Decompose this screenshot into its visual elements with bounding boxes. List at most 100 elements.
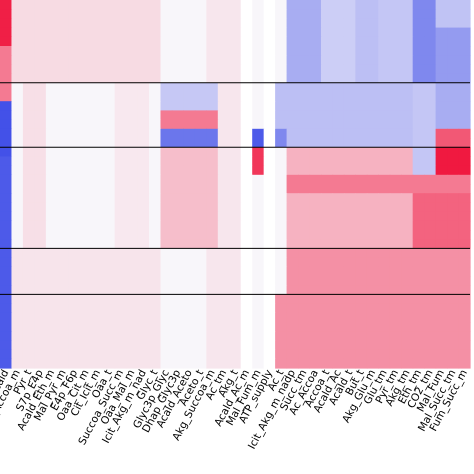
heatmap-cell: [275, 294, 288, 305]
heatmap-cell: [45, 46, 58, 56]
heatmap-cell: [458, 36, 471, 47]
heatmap-cell: [229, 119, 242, 130]
heatmap-cell: [103, 193, 116, 203]
heatmap-cell: [412, 211, 425, 222]
heatmap-cell: [126, 147, 139, 157]
heatmap-cell: [68, 239, 81, 249]
heatmap-cell: [286, 165, 299, 176]
heatmap-cell: [11, 156, 24, 167]
heatmap-cell: [252, 303, 265, 314]
heatmap-cell: [309, 36, 322, 47]
heatmap-cell: [0, 312, 13, 323]
heatmap-cell: [412, 46, 425, 56]
heatmap-cell: [80, 220, 93, 231]
heatmap-cell: [194, 128, 207, 139]
heatmap-cell: [447, 266, 460, 277]
heatmap-cell: [149, 312, 162, 323]
heatmap-cell: [0, 230, 13, 240]
heatmap-cell: [263, 202, 276, 213]
heatmap-cell: [22, 82, 35, 93]
heatmap-cell: [114, 46, 127, 56]
heatmap-cell: [298, 248, 311, 259]
heatmap-cell: [206, 119, 219, 130]
heatmap-cell: [275, 101, 288, 111]
heatmap-cell: [57, 36, 70, 47]
heatmap-cell: [275, 285, 288, 295]
heatmap-cell: [378, 312, 391, 323]
heatmap-cell: [91, 18, 104, 29]
heatmap-cell: [286, 55, 299, 65]
heatmap-cell: [194, 349, 207, 360]
heatmap-cell: [68, 230, 81, 240]
heatmap-cell: [217, 138, 230, 148]
heatmap-cell: [320, 248, 334, 259]
heatmap-cell: [309, 184, 322, 194]
heatmap-cell: [332, 202, 345, 213]
heatmap-cell: [286, 64, 299, 75]
heatmap-cell: [298, 193, 311, 203]
heatmap-cell: [366, 303, 379, 314]
heatmap-cell: [389, 239, 402, 249]
heatmap-cell: [137, 156, 150, 167]
heatmap-cell: [378, 230, 391, 240]
heatmap-cell: [263, 46, 276, 56]
heatmap-cell: [355, 110, 368, 121]
heatmap-cell: [114, 147, 127, 157]
heatmap-cell: [206, 27, 219, 38]
heatmap-cell: [332, 266, 345, 277]
heatmap-cell: [229, 331, 242, 341]
heatmap-cell: [229, 55, 242, 65]
heatmap-cell: [149, 101, 162, 111]
heatmap-cell: [160, 0, 173, 10]
heatmap-cell: [298, 36, 311, 47]
heatmap-cell: [137, 202, 150, 213]
heatmap-cell: [217, 230, 230, 240]
heatmap-cell: [80, 174, 93, 185]
heatmap-cell: [435, 0, 448, 10]
heatmap-cell: [435, 138, 448, 148]
heatmap-cell: [332, 73, 345, 84]
heatmap-cell: [401, 18, 414, 29]
heatmap-cell: [229, 340, 242, 351]
heatmap-cell: [286, 147, 299, 157]
heatmap-cell: [286, 349, 299, 360]
heatmap-cell: [412, 285, 425, 295]
heatmap-cell: [286, 110, 299, 121]
heatmap-cell: [332, 55, 345, 65]
heatmap-cell: [183, 220, 196, 231]
heatmap-cell: [149, 27, 162, 38]
heatmap-cell: [183, 36, 196, 47]
heatmap-cell: [263, 230, 276, 240]
heatmap-cell: [458, 276, 471, 286]
heatmap-cell: [126, 303, 139, 314]
heatmap-cell: [45, 285, 58, 295]
heatmap-cell: [137, 55, 150, 65]
heatmap-cell: [229, 184, 242, 194]
heatmap-cell: [11, 128, 24, 139]
heatmap-cell: [91, 294, 104, 305]
heatmap-cell: [424, 73, 437, 84]
heatmap-cell: [366, 230, 379, 240]
heatmap-cell: [424, 36, 437, 47]
heatmap-cell: [309, 303, 322, 314]
heatmap-cell: [57, 9, 70, 19]
heatmap-cell: [80, 184, 93, 194]
heatmap-cell: [114, 202, 127, 213]
heatmap-cell: [0, 55, 13, 65]
heatmap-cell: [57, 349, 70, 360]
heatmap-cell: [320, 230, 334, 240]
heatmap-cell: [183, 27, 196, 38]
heatmap-cell: [366, 0, 379, 10]
heatmap-cell: [114, 340, 127, 351]
heatmap-cell: [137, 358, 150, 369]
heatmap-cell: [0, 9, 13, 19]
heatmap-cell: [126, 165, 139, 176]
heatmap-cell: [263, 9, 276, 19]
heatmap-cell: [0, 349, 13, 360]
heatmap-cell: [412, 147, 425, 157]
heatmap-cell: [68, 174, 81, 185]
heatmap-cell: [298, 266, 311, 277]
heatmap-cell: [149, 0, 162, 10]
heatmap-cell: [378, 211, 391, 222]
heatmap-cell: [68, 138, 81, 148]
